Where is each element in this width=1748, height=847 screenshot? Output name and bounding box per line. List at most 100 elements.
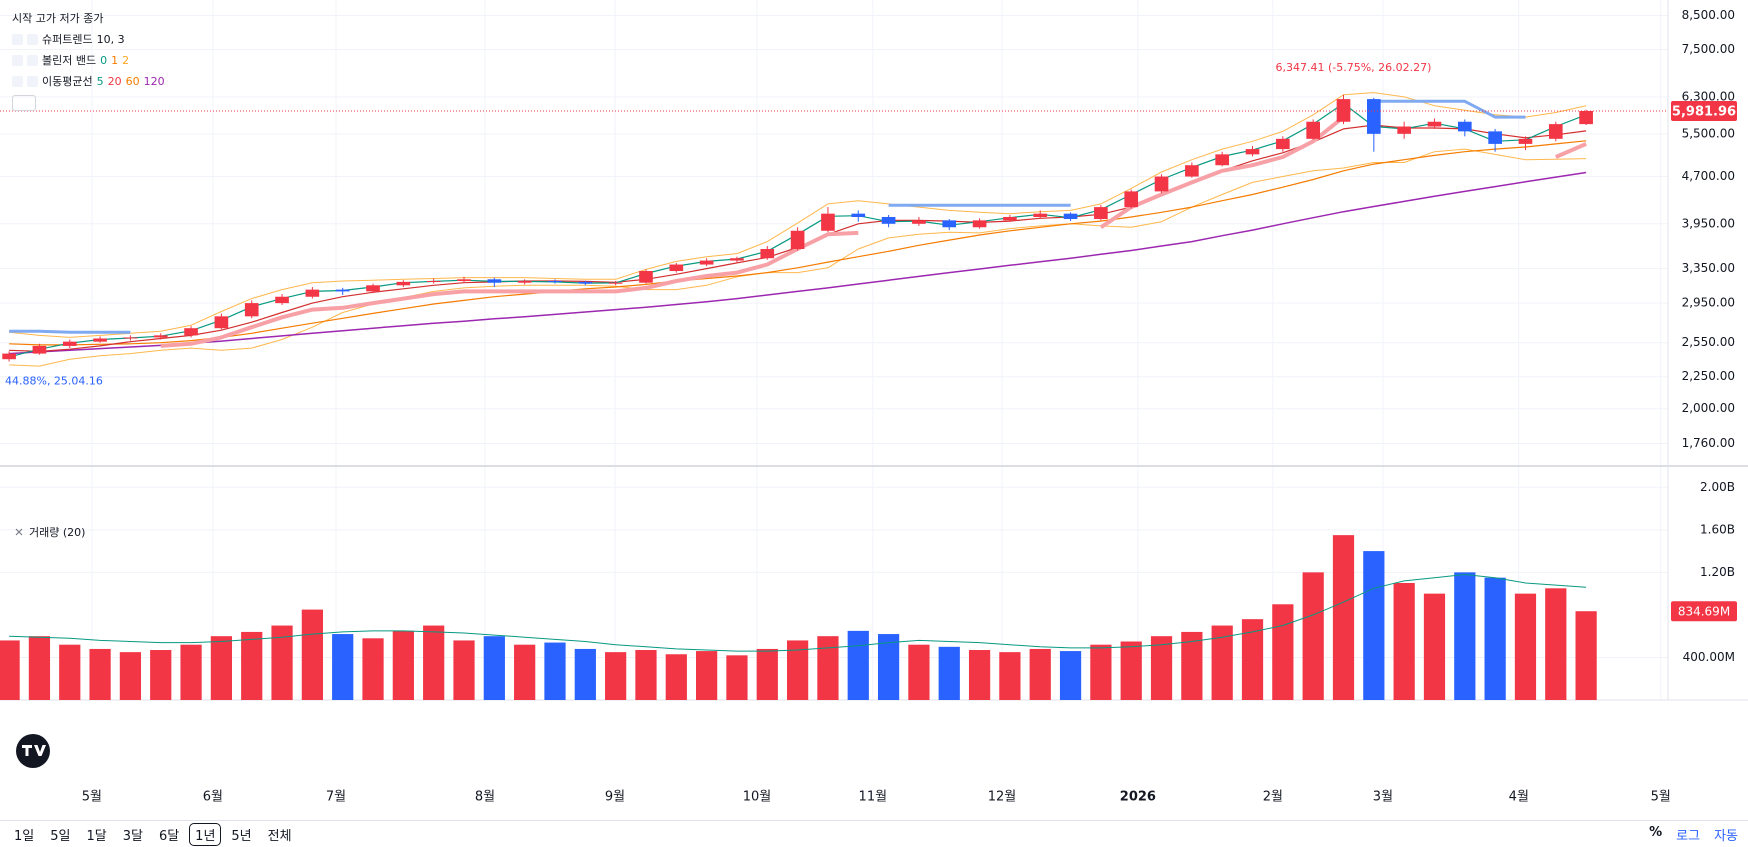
- volume-bar: [1514, 593, 1537, 700]
- volume-bar: [817, 636, 839, 700]
- volume-bar: [1272, 604, 1294, 700]
- y-tick-label: 8,500.00: [1682, 8, 1735, 22]
- y-tick-label: 6,300.00: [1682, 89, 1735, 103]
- collapse-button[interactable]: [12, 95, 36, 111]
- volume-bar: [968, 650, 991, 700]
- candle-body: [396, 281, 411, 286]
- volume-bar: [453, 640, 475, 700]
- candle-body: [760, 249, 775, 259]
- volume-bar: [1332, 535, 1355, 700]
- candle-body: [578, 281, 593, 284]
- x-tick-label: 5월: [1651, 790, 1671, 805]
- volume-badge-label: 834.69M: [1678, 605, 1730, 619]
- volume-bar: [119, 652, 142, 700]
- volume-bar: [59, 644, 81, 700]
- candle-body: [699, 260, 714, 265]
- y-tick-label: 2,950.00: [1682, 296, 1735, 310]
- x-tick-label: 5월: [82, 790, 102, 805]
- volume-bar: [605, 652, 627, 700]
- volume-bar: [1090, 644, 1112, 700]
- volume-bar: [1484, 577, 1506, 700]
- indicator-line: [9, 99, 1526, 334]
- volume-bar: [665, 654, 687, 700]
- volume-bar: [1302, 572, 1324, 700]
- candle-body: [1457, 121, 1472, 132]
- candle-body: [1245, 149, 1260, 155]
- y-tick-label: 7,500.00: [1682, 42, 1735, 56]
- eye-icon[interactable]: [12, 76, 23, 87]
- y-tick-label: 1,760.00: [1682, 436, 1735, 450]
- candle-body: [608, 282, 623, 284]
- candle-body: [942, 220, 957, 228]
- close-icon[interactable]: [27, 34, 38, 45]
- candle-body: [244, 303, 259, 317]
- candle-body: [669, 264, 684, 272]
- eye-icon[interactable]: [12, 34, 23, 45]
- range-button[interactable]: 1달: [86, 828, 107, 844]
- range-button[interactable]: 전체: [267, 828, 292, 844]
- candle-body: [1154, 176, 1169, 192]
- x-tick-label: 4월: [1509, 790, 1529, 805]
- price-badge-label: 5,981.96: [1672, 105, 1736, 120]
- candle-body: [1033, 213, 1048, 217]
- y-tick-label: 2.00B: [1700, 480, 1735, 494]
- indicator-name: 슈퍼트렌드: [42, 32, 93, 46]
- candle-body: [1367, 99, 1381, 134]
- y-tick-label: 3,350.00: [1682, 261, 1735, 275]
- x-tick-label: 7월: [326, 790, 346, 805]
- volume-bar: [301, 609, 323, 700]
- volume-bar: [544, 642, 566, 700]
- indicator-name: 이동평균선: [42, 74, 93, 88]
- eye-icon[interactable]: [12, 55, 23, 66]
- candle-body: [790, 230, 805, 250]
- range-button[interactable]: 5일: [50, 828, 71, 844]
- candle-body: [32, 345, 47, 354]
- legend-row: 볼린저 밴드 0 1 2: [12, 50, 169, 71]
- volume-bar: [1181, 631, 1203, 700]
- close-icon[interactable]: [27, 55, 38, 66]
- close-icon[interactable]: [27, 76, 38, 87]
- range-button[interactable]: 1일: [14, 828, 35, 844]
- indicator-param: 20: [107, 74, 122, 88]
- y-tick-label: 2,000.00: [1682, 401, 1735, 415]
- price-badge: [1671, 101, 1737, 122]
- volume-ma: [9, 573, 1587, 652]
- candle-body: [548, 281, 562, 283]
- volume-bar: [1393, 583, 1415, 700]
- logo-mark: [22, 745, 46, 756]
- logo: [16, 734, 50, 768]
- option-button[interactable]: 자동: [1714, 828, 1738, 844]
- range-button[interactable]: 5년: [231, 828, 252, 844]
- candle-body: [1488, 131, 1502, 144]
- volume-bar: [89, 648, 111, 700]
- legend: 시작 고가 저가 종가 슈퍼트렌드 10, 3 볼린저 밴드 0 1 2 이동평균선 5 20 6…: [12, 8, 169, 118]
- candle-body: [1003, 216, 1017, 221]
- range-button[interactable]: 6달: [158, 828, 180, 844]
- close-icon[interactable]: [14, 527, 24, 537]
- candle-body: [1397, 126, 1411, 134]
- range-button[interactable]: 1년: [189, 822, 222, 846]
- candle-body: [1518, 138, 1533, 144]
- option-button[interactable]: %: [1649, 824, 1663, 840]
- volume-bar: [362, 638, 384, 700]
- indicator-line: [160, 115, 1587, 348]
- candle-body: [1548, 124, 1563, 139]
- volume-bar: [241, 631, 263, 700]
- indicator-param: 5: [96, 74, 104, 88]
- candle-body: [851, 213, 866, 217]
- volume-bar: [786, 640, 809, 700]
- volume-bar: [150, 650, 172, 700]
- volume-bar: [938, 646, 960, 700]
- candle-body: [335, 289, 350, 292]
- range-button[interactable]: 3달: [122, 828, 143, 844]
- x-tick-label: 10월: [743, 790, 772, 805]
- volume-bar: [514, 644, 536, 700]
- indicator-param: 0: [100, 53, 108, 67]
- volume-bar: [756, 648, 778, 700]
- option-button[interactable]: 로그: [1676, 828, 1701, 844]
- y-tick-label: 400.00M: [1683, 650, 1735, 664]
- candle-body: [1276, 138, 1290, 150]
- y-tick-label: 2,250.00: [1682, 369, 1735, 383]
- volume-bar: [847, 630, 869, 700]
